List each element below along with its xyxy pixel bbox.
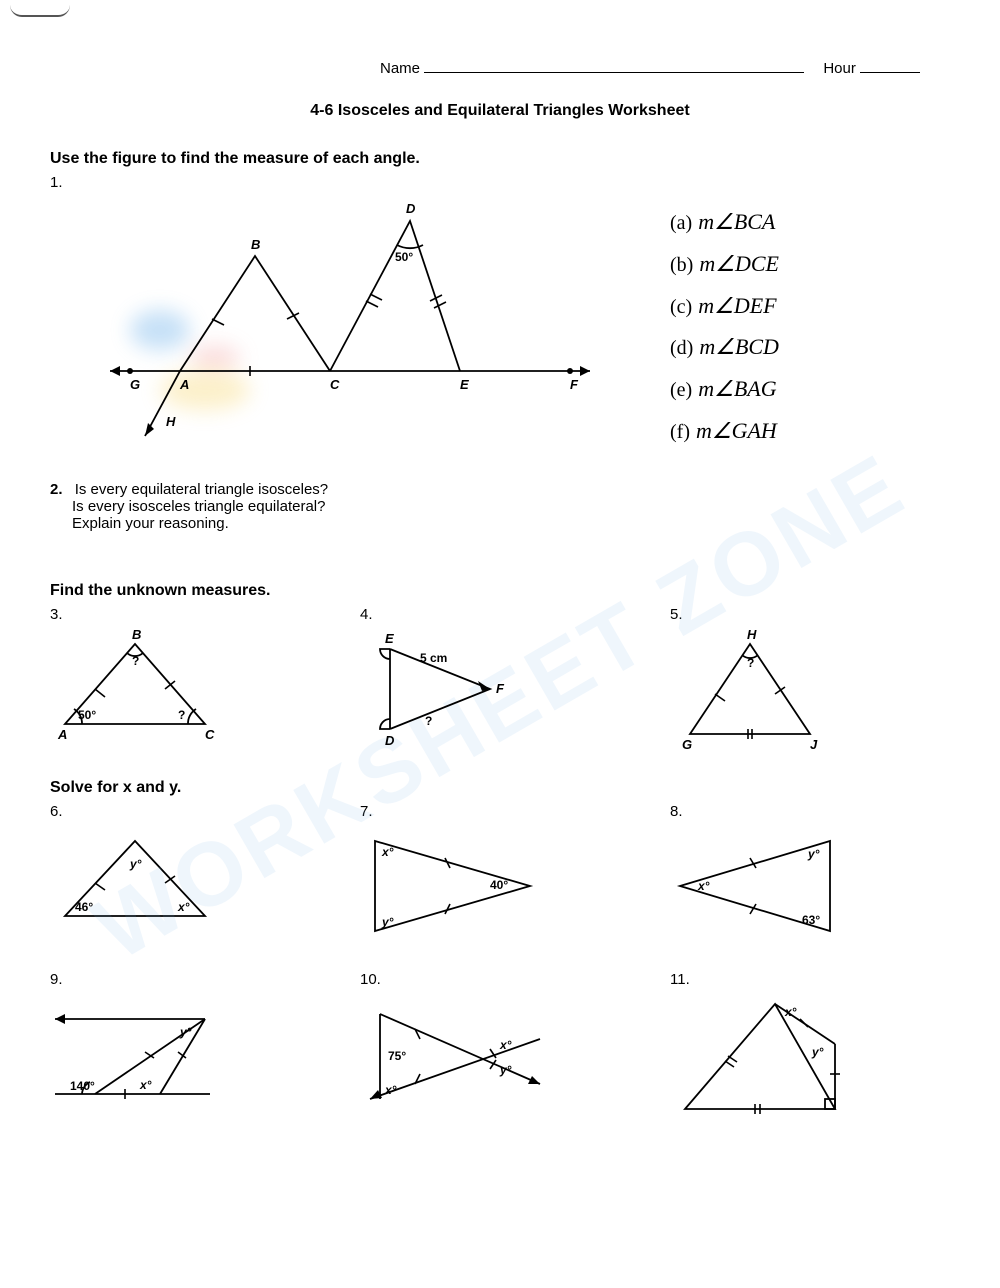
q9-140: 140° [70,1079,95,1093]
q10: 10. 75° x° x° y° [360,971,640,1129]
q3-B: B [132,627,141,642]
q8: 8. x° y° 63° [670,803,950,951]
q7-x: x° [381,845,394,859]
q5-q: ? [747,656,754,670]
name-field: Name [380,60,804,77]
q6: 6. 46° x° y° [50,803,330,951]
q1-container: G A C E F B D H 50° (a)m∠BCA (b)m∠DCE (c… [50,201,950,461]
q1-figure: G A C E F B D H 50° [90,201,650,461]
q11-x: x° [784,1005,797,1019]
q5-H: H [747,627,757,642]
q2: 2. Is every equilateral triangle isoscel… [50,481,950,532]
q2-line3: Explain your reasoning. [72,515,229,532]
q5-G: G [682,737,692,752]
q4: 4. E D F 5 cm ? [360,606,640,759]
hour-blank[interactable] [860,72,920,73]
q3-C: C [205,727,215,742]
hour-label: Hour [823,60,856,77]
q1-answer-d: (d)m∠BCD [670,326,950,368]
q5: 5. G H J ? [670,606,950,759]
header: Name Hour [380,60,950,77]
q4-E: E [385,631,394,646]
q7-y: y° [381,915,394,929]
q9-y: y° [179,1025,192,1039]
q2-number: 2. [50,481,63,498]
q3-50: 50° [78,708,96,722]
label-G: G [130,377,140,392]
q3-A: A [57,727,67,742]
q8-63: 63° [802,913,820,927]
staple-mark [10,5,70,17]
q1-answer-c: (c)m∠DEF [670,285,950,327]
q8-y: y° [807,847,820,861]
q4-number: 4. [360,606,640,623]
label-B: B [251,237,260,252]
q7: 7. x° y° 40° [360,803,640,951]
label-C: C [330,377,340,392]
q10-xbl: x° [384,1083,397,1097]
q5-number: 5. [670,606,950,623]
instruction-1: Use the figure to find the measure of ea… [50,150,950,168]
q4-F: F [496,681,505,696]
q3: 3. A B C 50° ? ? [50,606,330,759]
name-label: Name [380,60,420,77]
q1-answer-e: (e)m∠BAG [670,368,950,410]
q5-J: J [810,737,818,752]
q4-D: D [385,733,395,748]
name-blank[interactable] [424,72,804,73]
instruction-3: Solve for x and y. [50,779,950,797]
q1-answer-b: (b)m∠DCE [670,243,950,285]
section-unknown-measures: Find the unknown measures. 3. A B C 50° … [50,582,950,1129]
label-D: D [406,201,416,216]
instruction-2: Find the unknown measures. [50,582,950,600]
q8-number: 8. [670,803,950,820]
q9-number: 9. [50,971,330,988]
q6-x: x° [177,900,190,914]
q7-number: 7. [360,803,640,820]
q6-46: 46° [75,900,93,914]
label-F: F [570,377,579,392]
q1-answer-f: (f)m∠GAH [670,410,950,452]
q6-y: y° [129,857,142,871]
q9-x: x° [139,1078,152,1092]
q1-answers: (a)m∠BCA (b)m∠DCE (c)m∠DEF (d)m∠BCD (e)m… [650,201,950,461]
q2-line2: Is every isosceles triangle equilateral? [72,498,325,515]
angle-D-50: 50° [395,250,413,264]
q9: 9. 140° x° y° [50,971,330,1129]
q4-q: ? [425,714,432,728]
q3-right-q: ? [178,708,185,722]
worksheet-title: 4-6 Isosceles and Equilateral Triangles … [50,102,950,120]
q11: 11. x° y° [670,971,950,1129]
row-6-8: 6. 46° x° y° 7. x° y° 40° 8. [50,803,950,951]
q10-number: 10. [360,971,640,988]
q4-5cm: 5 cm [420,651,447,665]
q1-number: 1. [50,174,950,191]
row-3-5: 3. A B C 50° ? ? 4. [50,606,950,759]
q6-number: 6. [50,803,330,820]
q1-answer-a: (a)m∠BCA [670,201,950,243]
q3-top-q: ? [132,654,139,668]
label-H: H [166,414,176,429]
q3-number: 3. [50,606,330,623]
q8-x: x° [697,879,710,893]
row-9-11: 9. 140° x° y° 10. [50,971,950,1129]
q10-75: 75° [388,1049,406,1063]
q11-number: 11. [670,971,950,988]
label-E: E [460,377,469,392]
label-A: A [179,377,189,392]
q10-y: y° [499,1063,512,1077]
hour-field: Hour [823,60,920,77]
q2-line1: Is every equilateral triangle isosceles? [75,481,328,498]
q11-y: y° [811,1045,824,1059]
q10-xtr: x° [499,1038,512,1052]
q7-40: 40° [490,878,508,892]
